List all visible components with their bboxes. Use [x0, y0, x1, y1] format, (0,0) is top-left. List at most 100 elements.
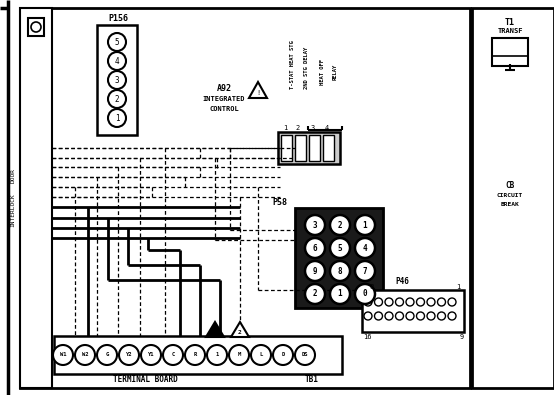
Text: R: R [193, 352, 197, 357]
Text: P46: P46 [395, 278, 409, 286]
Circle shape [330, 284, 350, 304]
Bar [54, 336, 342, 374]
Text: D: D [281, 352, 285, 357]
Text: G: G [105, 352, 109, 357]
Text: 3: 3 [312, 220, 317, 229]
Circle shape [273, 345, 293, 365]
Text: 3: 3 [115, 75, 119, 85]
Circle shape [330, 238, 350, 258]
Text: 2: 2 [312, 290, 317, 299]
Bar [295, 208, 383, 308]
Text: 2: 2 [296, 125, 300, 131]
Text: INTEGRATED: INTEGRATED [203, 96, 245, 102]
Circle shape [305, 238, 325, 258]
Text: INTERLOCK: INTERLOCK [11, 193, 16, 227]
Circle shape [448, 312, 456, 320]
Text: 1: 1 [283, 125, 287, 131]
Text: TERMINAL BOARD: TERMINAL BOARD [112, 376, 177, 384]
Circle shape [364, 312, 372, 320]
Circle shape [108, 52, 126, 70]
Text: !: ! [213, 329, 217, 335]
Text: TRANSF: TRANSF [497, 28, 523, 34]
Circle shape [375, 312, 382, 320]
Text: 2ND STG DELAY: 2ND STG DELAY [305, 47, 310, 89]
Circle shape [375, 298, 382, 306]
Text: 1: 1 [363, 220, 367, 229]
Text: 2: 2 [115, 94, 119, 103]
Circle shape [295, 345, 315, 365]
Bar [281, 135, 292, 161]
Circle shape [417, 298, 424, 306]
Circle shape [108, 90, 126, 108]
Circle shape [108, 33, 126, 51]
Circle shape [355, 238, 375, 258]
Text: DOOR: DOOR [11, 167, 16, 182]
Text: C: C [171, 352, 175, 357]
Bar [278, 132, 340, 164]
Circle shape [438, 312, 445, 320]
Circle shape [305, 284, 325, 304]
Circle shape [385, 298, 393, 306]
Text: TB1: TB1 [305, 376, 319, 384]
Circle shape [31, 22, 41, 32]
Text: 8: 8 [370, 284, 374, 290]
Text: 8: 8 [338, 267, 342, 275]
Circle shape [355, 261, 375, 281]
Circle shape [396, 298, 403, 306]
Bar [295, 135, 306, 161]
Text: 1: 1 [115, 113, 119, 122]
Circle shape [53, 345, 73, 365]
Circle shape [185, 345, 205, 365]
Text: 2: 2 [338, 220, 342, 229]
Text: 16: 16 [363, 334, 371, 340]
Circle shape [119, 345, 139, 365]
Bar [97, 25, 137, 135]
Text: A92: A92 [217, 83, 232, 92]
Text: P156: P156 [108, 13, 128, 23]
Bar [20, 8, 470, 388]
Text: CB: CB [505, 181, 515, 190]
Text: CONTROL: CONTROL [209, 106, 239, 112]
Text: T-STAT HEAT STG: T-STAT HEAT STG [290, 41, 295, 89]
Circle shape [396, 312, 403, 320]
Text: 1: 1 [216, 352, 219, 357]
Text: 4: 4 [115, 56, 119, 66]
Bar [323, 135, 334, 161]
Text: 5: 5 [115, 38, 119, 47]
Text: BREAK: BREAK [501, 201, 520, 207]
Circle shape [448, 298, 456, 306]
Text: P58: P58 [273, 198, 288, 207]
Circle shape [427, 312, 435, 320]
Circle shape [75, 345, 95, 365]
Text: L: L [259, 352, 263, 357]
Circle shape [355, 215, 375, 235]
Text: Y2: Y2 [126, 352, 132, 357]
Text: W1: W1 [60, 352, 66, 357]
Bar [492, 38, 528, 66]
Text: 9: 9 [312, 267, 317, 275]
Text: 3: 3 [311, 125, 315, 131]
Circle shape [305, 261, 325, 281]
Circle shape [305, 215, 325, 235]
Text: Y1: Y1 [148, 352, 154, 357]
Text: 9: 9 [460, 334, 464, 340]
Circle shape [108, 109, 126, 127]
Circle shape [108, 71, 126, 89]
Circle shape [355, 284, 375, 304]
Bar [472, 8, 554, 388]
Circle shape [251, 345, 271, 365]
Text: 4: 4 [325, 125, 329, 131]
Text: CIRCUIT: CIRCUIT [497, 192, 523, 198]
Text: 4: 4 [363, 243, 367, 252]
Circle shape [417, 312, 424, 320]
Circle shape [163, 345, 183, 365]
Circle shape [406, 298, 414, 306]
Bar [309, 135, 320, 161]
Text: 6: 6 [312, 243, 317, 252]
Text: W2: W2 [82, 352, 88, 357]
Text: 2: 2 [238, 329, 242, 335]
Text: !: ! [256, 90, 260, 96]
Text: 1: 1 [456, 284, 460, 290]
Bar [362, 290, 464, 332]
Circle shape [406, 312, 414, 320]
